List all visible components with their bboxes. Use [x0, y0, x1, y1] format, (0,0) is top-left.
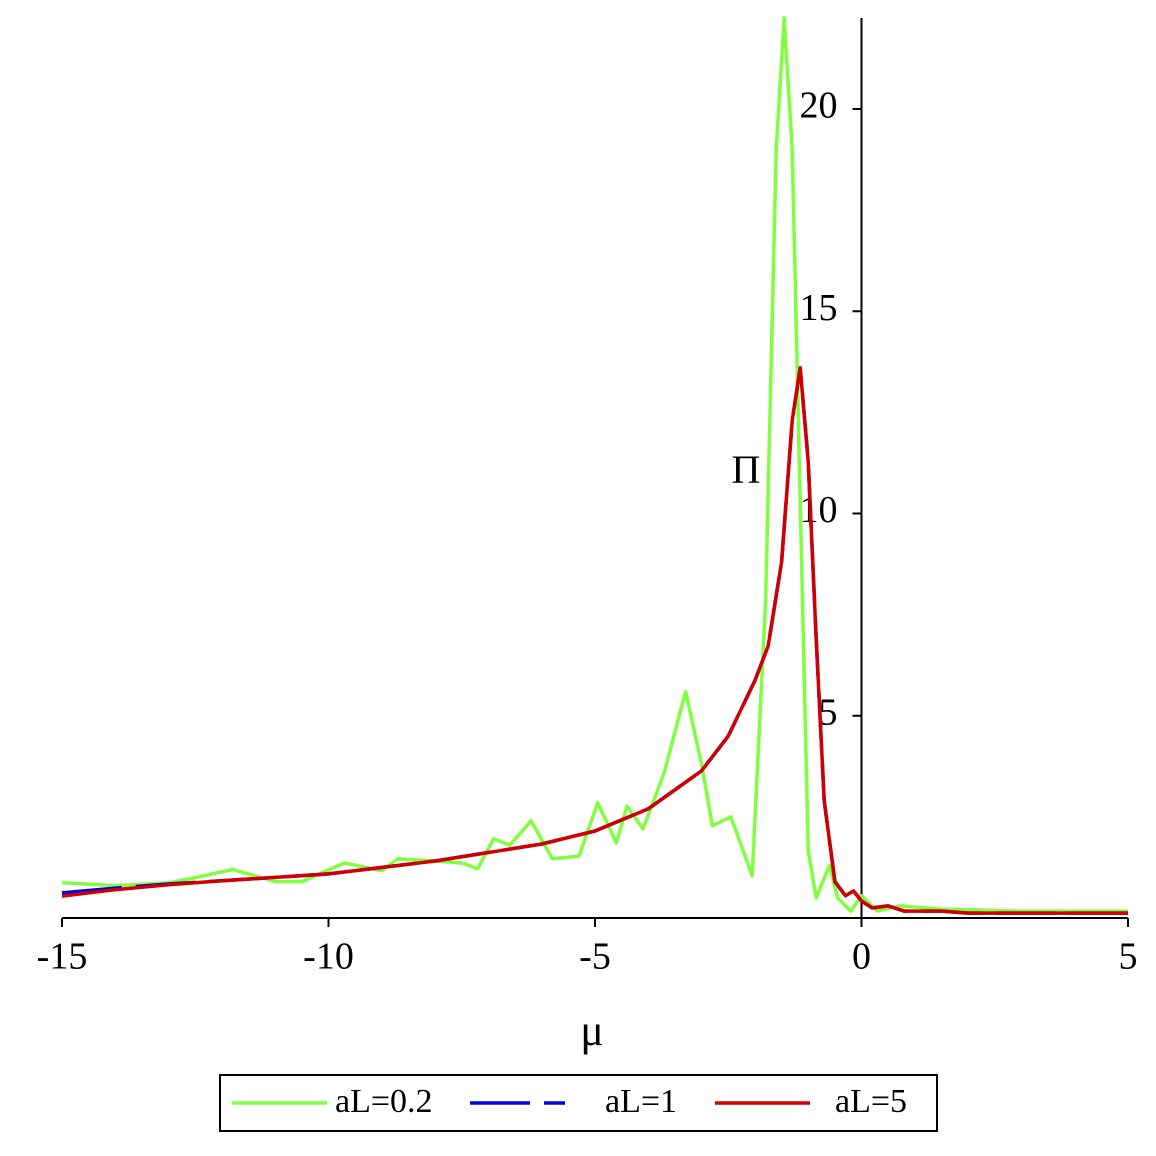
legend-label: aL=1 [605, 1083, 677, 1120]
x-tick-label: 0 [852, 936, 871, 978]
y-tick-label: 10 [800, 489, 838, 531]
series-line [61, 16, 1128, 913]
y-tick-label: 15 [800, 287, 838, 329]
legend-label: aL=0.2 [335, 1083, 433, 1120]
x-axis-label: μ [580, 1006, 604, 1055]
y-tick-label: 5 [819, 691, 838, 733]
y-axis-label: Π [732, 447, 761, 492]
x-tick-label: -5 [579, 936, 611, 978]
x-tick-label: 5 [1119, 936, 1138, 978]
x-tick-label: -15 [37, 936, 88, 978]
x-tick-label: -10 [303, 936, 354, 978]
legend-box [219, 1074, 938, 1132]
y-tick-label: 20 [800, 85, 838, 127]
legend-label: aL=5 [835, 1083, 907, 1120]
series-line [61, 366, 1128, 915]
